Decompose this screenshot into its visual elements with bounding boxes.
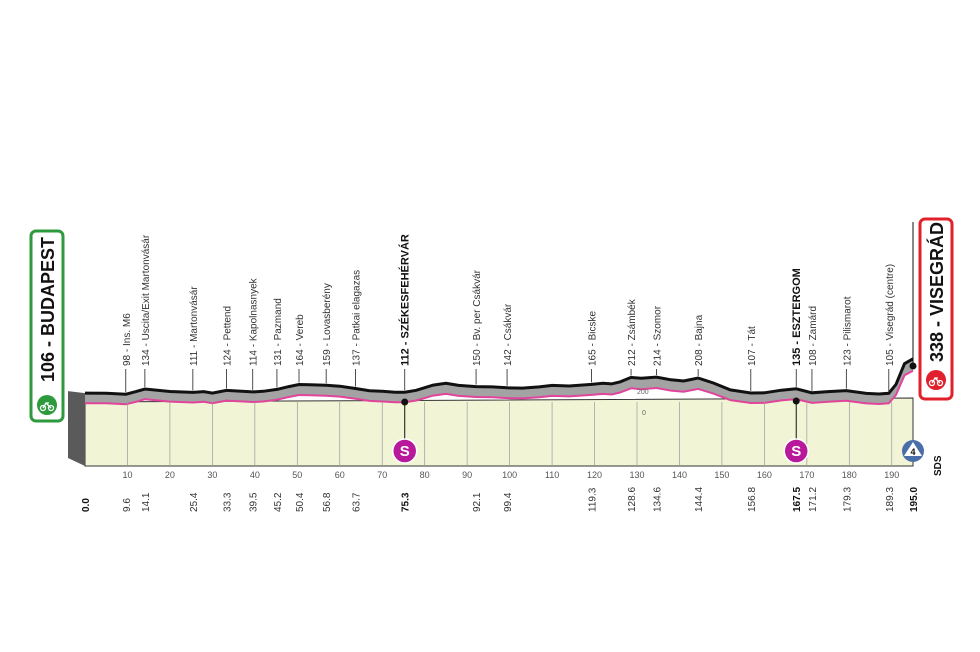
town-label-21: 105 - Visegrád (centre)	[885, 264, 896, 366]
km-labels: 0.0 9.6 14.1 25.4 33.3 39.5 45.2 50.4 56.8 63.7 75…	[81, 487, 920, 512]
km-label-14: 128.6	[627, 487, 638, 512]
km-label-13: 119.3	[588, 487, 599, 512]
km-label-17: 156.8	[747, 487, 758, 512]
x-axis-ticks: 10 20 30 40 50 60 70 80 90 100 110 120 130 140 150 160 1…	[122, 470, 899, 480]
finish-bike-icon	[928, 376, 944, 387]
x-tick-150: 150	[714, 470, 729, 480]
sds-code: SDS	[933, 455, 944, 476]
km-label-19: 171.2	[808, 487, 819, 512]
altitude-label-0: 0	[642, 410, 646, 417]
km-label-9: 63.7	[351, 492, 362, 512]
sprint-badge-0	[391, 438, 418, 464]
km-label-11: 92.1	[472, 492, 483, 512]
finish-bike-circle	[926, 370, 946, 390]
town-label-3: 111 - Martonvásár	[189, 286, 200, 366]
x-tick-130: 130	[629, 470, 644, 480]
town-label-1: 98 - Ins. M6	[122, 313, 133, 366]
x-tick-140: 140	[672, 470, 687, 480]
start-bike-circle	[37, 395, 57, 415]
pink-route-line	[84, 369, 914, 406]
town-label-12: 142 - Csákvár	[503, 303, 514, 366]
town-label-6: 131 - Pazmand	[273, 298, 284, 366]
town-label-16: 208 - Bajna	[694, 314, 705, 366]
profile-outline	[84, 357, 914, 396]
town-label-4: 124 - Pettend	[222, 306, 233, 366]
finish-badge: 338 - VISEGRÁD	[912, 217, 954, 401]
town-label-13: 165 - Bicske	[588, 311, 599, 366]
town-label-19: 108 - Zamárd	[808, 306, 819, 366]
km-label-2: 14.1	[141, 492, 152, 512]
town-labels: 98 - Ins. M6 134 - Uscita/Exit Martonvásá…	[122, 234, 896, 366]
x-tick-160: 160	[757, 470, 772, 480]
km-label-8: 56.8	[322, 492, 333, 512]
km-label-12: 99.4	[503, 492, 514, 512]
x-tick-110: 110	[545, 470, 559, 480]
x-tick-10: 10	[122, 470, 132, 480]
km-label-21: 189.3	[885, 487, 896, 512]
town-label-5: 114 - Kapolnasnyek	[249, 277, 260, 366]
km-label-0: 0.0	[81, 498, 92, 512]
profile-chart-area: 10 20 30 40 50 60 70 80 90 100 110 120 130 140 150 160 1…	[68, 357, 914, 480]
category-number: 4	[910, 447, 915, 457]
x-tick-30: 30	[207, 470, 217, 480]
start-badge-frame	[29, 229, 65, 423]
finish-category-marker: 4 SDS	[902, 440, 944, 476]
x-tick-40: 40	[250, 470, 260, 480]
sprint-badge-1	[783, 438, 809, 464]
town-label-18: 135 - ESZTERGOM	[791, 268, 803, 366]
town-label-8: 159 - Lovasberény	[322, 283, 333, 366]
km-label-18: 167.5	[792, 487, 803, 512]
town-label-7: 164 - Vereb	[295, 314, 306, 366]
finish-label: 338 - VISEGRÁD	[926, 222, 947, 362]
town-label-10: 112 - SZÉKESFEHÉRVÁR	[399, 234, 412, 366]
x-tick-100: 100	[502, 470, 517, 480]
km-label-7: 50.4	[295, 492, 306, 512]
x-tick-120: 120	[587, 470, 602, 480]
x-tick-180: 180	[842, 470, 857, 480]
start-label: 106 - BUDAPEST	[38, 237, 58, 382]
x-tick-60: 60	[335, 470, 345, 480]
x-tick-80: 80	[420, 470, 430, 480]
town-label-17: 107 - Tát	[747, 326, 758, 366]
km-label-20: 179.3	[842, 487, 853, 512]
x-tick-50: 50	[292, 470, 302, 480]
x-tick-70: 70	[377, 470, 387, 480]
town-label-11: 150 - Bv. per Csákvár	[472, 269, 483, 366]
km-label-3: 25.4	[189, 492, 200, 512]
sprint-symbol-1: S	[791, 443, 801, 460]
town-label-2: 134 - Uscita/Exit Martonvásár	[141, 234, 152, 366]
category-triangle-icon	[904, 442, 922, 456]
km-label-6: 45.2	[273, 492, 284, 512]
side-band	[68, 391, 85, 466]
town-label-15: 214 - Szomor	[653, 305, 664, 366]
x-tick-90: 90	[462, 470, 472, 480]
km-label-5: 39.5	[249, 492, 260, 512]
km-label-1: 9.6	[122, 498, 133, 512]
km-label-15: 134.6	[653, 487, 664, 512]
x-tick-20: 20	[165, 470, 175, 480]
altitude-label-200: 200	[637, 389, 649, 396]
x-tick-170: 170	[799, 470, 814, 480]
km-label-16: 144.4	[694, 487, 705, 512]
x-tick-190: 190	[884, 470, 899, 480]
town-label-20: 123 - Pilismarot	[842, 296, 853, 366]
start-bike-icon	[39, 401, 55, 412]
km-label-10: 75.3	[401, 492, 412, 512]
km-label-4: 33.3	[222, 492, 233, 512]
finish-badge-frame	[918, 217, 954, 401]
town-label-9: 137 - Patkai elagazas	[351, 270, 362, 366]
km-label-22: 195.0	[909, 487, 920, 512]
sprint-symbol-0: S	[400, 443, 410, 460]
start-badge: 106 - BUDAPEST	[29, 229, 65, 423]
profile-area	[85, 358, 913, 405]
town-label-14: 212 - Zsámbék	[627, 298, 638, 366]
town-leader-lines	[125, 362, 917, 393]
